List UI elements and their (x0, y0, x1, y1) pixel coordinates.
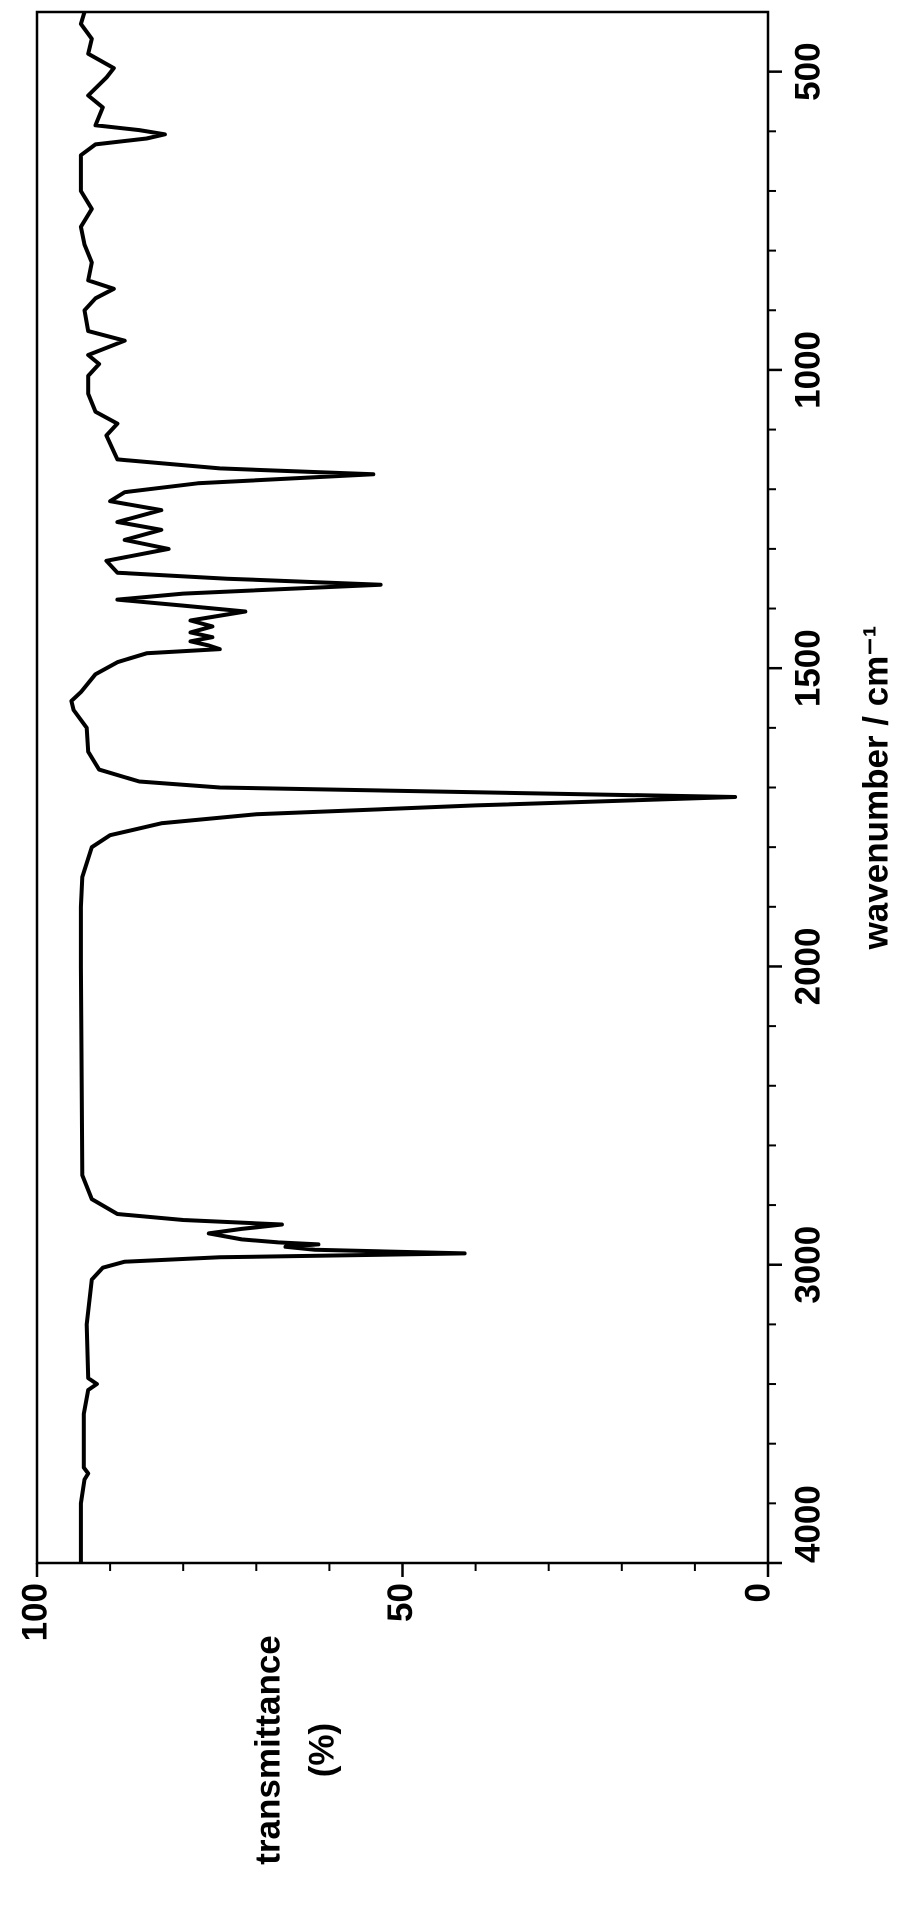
x-tick-label: 2000 (788, 928, 827, 1006)
x-tick-label: 1000 (788, 331, 827, 409)
x-tick-label: 1500 (788, 629, 827, 707)
y-axis-title: (%) (302, 1723, 341, 1777)
x-axis-title: wavenumber / cm⁻¹ (856, 626, 895, 951)
x-tick-label: 500 (788, 42, 827, 100)
y-axis-title: transmittance (248, 1635, 287, 1865)
y-tick-label: 0 (738, 1583, 777, 1602)
y-tick-label: 100 (15, 1583, 54, 1641)
x-tick-label: 4000 (788, 1485, 827, 1563)
spectrum-line (69, 11, 738, 1563)
y-tick-label: 50 (381, 1583, 420, 1622)
x-tick-label: 3000 (788, 1226, 827, 1304)
plot-frame (35, 10, 770, 1565)
